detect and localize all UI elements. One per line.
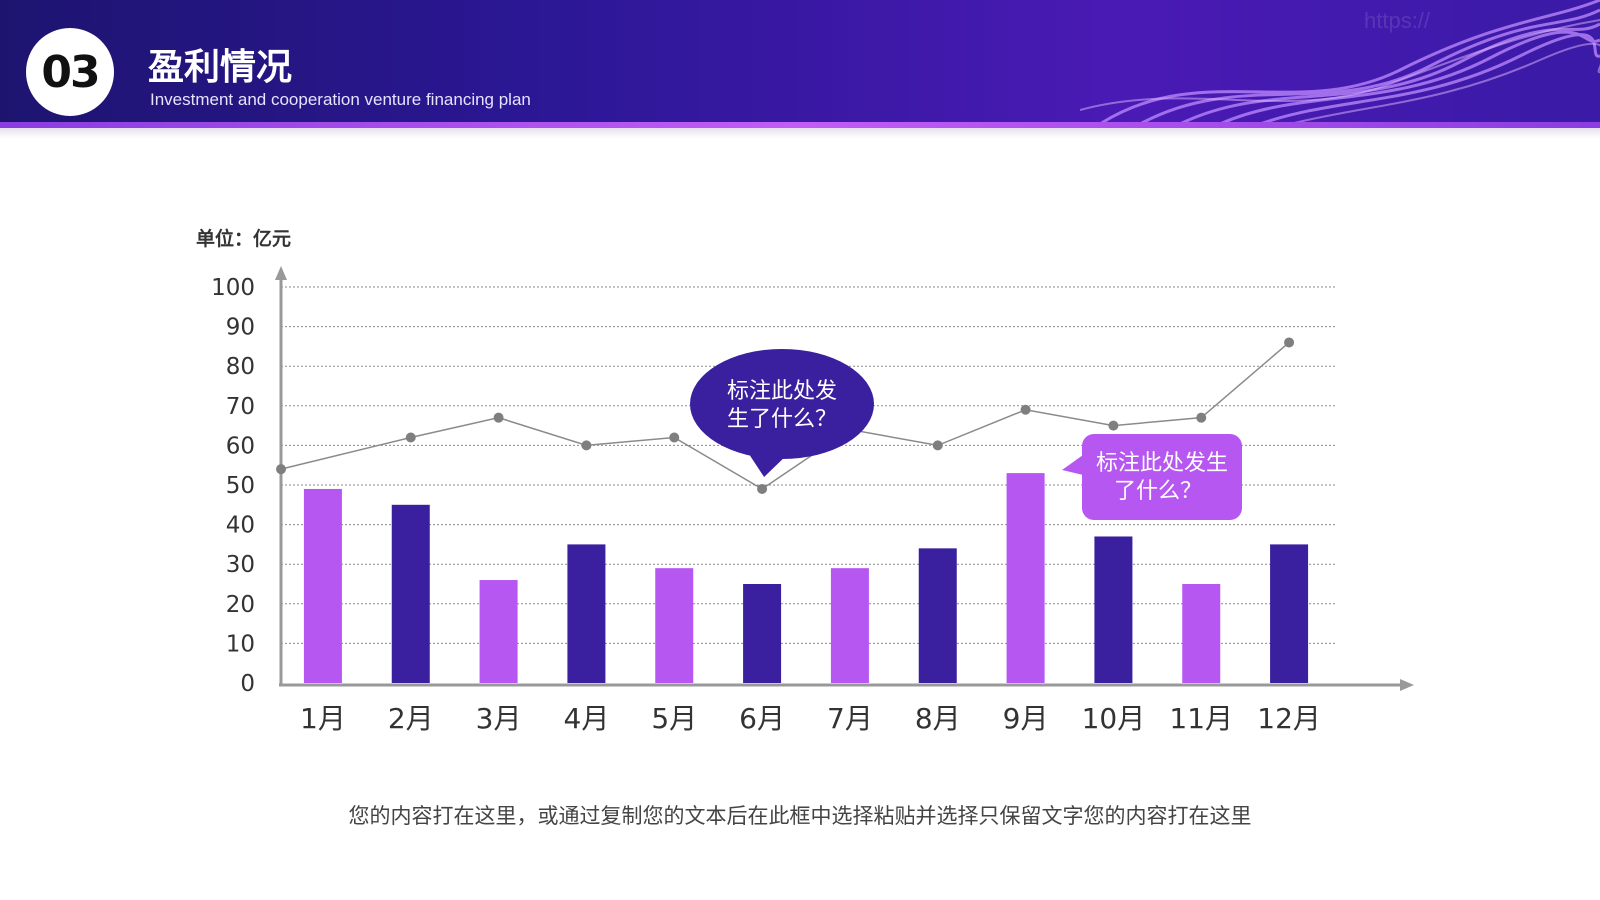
y-tick-label: 60 (226, 433, 255, 459)
x-tick-label: 7月 (827, 702, 873, 735)
x-tick-label: 1月 (300, 702, 346, 735)
x-tick-label: 3月 (476, 702, 522, 735)
bar (567, 544, 606, 683)
y-axis-arrow (275, 266, 287, 280)
callout-bubble (690, 349, 874, 459)
callout-text: 标注此处发生 (1096, 451, 1228, 476)
line-point (1020, 404, 1031, 415)
line-point (276, 464, 286, 475)
y-tick-label: 80 (226, 354, 255, 380)
bar (655, 568, 694, 683)
line-point (1108, 420, 1119, 431)
page-title: 盈利情况 (148, 47, 293, 88)
decorative-waves (1080, 0, 1600, 124)
callout-text: 生了什么？ (727, 407, 837, 432)
bar (303, 488, 342, 683)
watermark: https:// (1364, 8, 1431, 33)
y-tick-label: 90 (226, 315, 255, 341)
bar (479, 580, 518, 683)
x-tick-label: 11月 (1169, 702, 1233, 735)
bar (743, 584, 782, 683)
header-shadow (0, 128, 1600, 138)
line-point (493, 412, 504, 423)
section-number-badge: 03 (26, 28, 114, 116)
header-accent-bar (0, 122, 1600, 128)
footer-text: 您的内容打在这里，或通过复制您的文本后在此框中选择粘贴并选择只保留文字您的内容打… (348, 804, 1252, 828)
y-tick-label: 20 (226, 592, 255, 618)
callout-pointer (1062, 450, 1096, 478)
y-tick-label: 70 (226, 394, 255, 420)
y-tick-label: 10 (226, 631, 255, 657)
x-tick-label: 8月 (915, 702, 961, 735)
line-point (932, 440, 943, 451)
x-tick-label: 5月 (651, 702, 697, 735)
line-point (757, 483, 768, 494)
bar (1094, 536, 1133, 683)
callout-pointer (745, 448, 790, 477)
bar (918, 548, 957, 683)
y-tick-label: 30 (226, 552, 255, 578)
callout-text: 了什么？ (1114, 479, 1202, 504)
y-tick-label: 40 (226, 513, 255, 539)
callout-text: 标注此处发 (727, 379, 837, 404)
section-number: 03 (41, 46, 100, 98)
x-tick-label: 2月 (388, 702, 434, 735)
x-tick-label: 9月 (1003, 702, 1049, 735)
bar (1006, 473, 1045, 683)
x-tick-label: 6月 (739, 702, 785, 735)
x-axis-arrow (1400, 679, 1414, 691)
line-point (1284, 337, 1295, 348)
bar (830, 568, 869, 683)
y-tick-label: 100 (211, 275, 255, 301)
callout-box (1082, 434, 1242, 520)
line-point (405, 432, 416, 443)
y-tick-label: 50 (226, 473, 255, 499)
x-tick-label: 10月 (1082, 702, 1146, 735)
unit-label: 单位：亿元 (196, 228, 292, 250)
header-banner: https:// (0, 0, 1600, 124)
y-tick-label: 0 (240, 671, 255, 697)
line-series-path (280, 341, 1290, 490)
line-point (669, 432, 680, 443)
bar (1182, 584, 1221, 683)
page-subtitle: Investment and cooperation venture finan… (150, 90, 531, 109)
bar (391, 504, 430, 683)
x-tick-label: 12月 (1257, 702, 1321, 735)
x-tick-label: 4月 (564, 702, 610, 735)
bar (1270, 544, 1309, 683)
line-point (1196, 412, 1207, 423)
line-point (581, 440, 592, 451)
